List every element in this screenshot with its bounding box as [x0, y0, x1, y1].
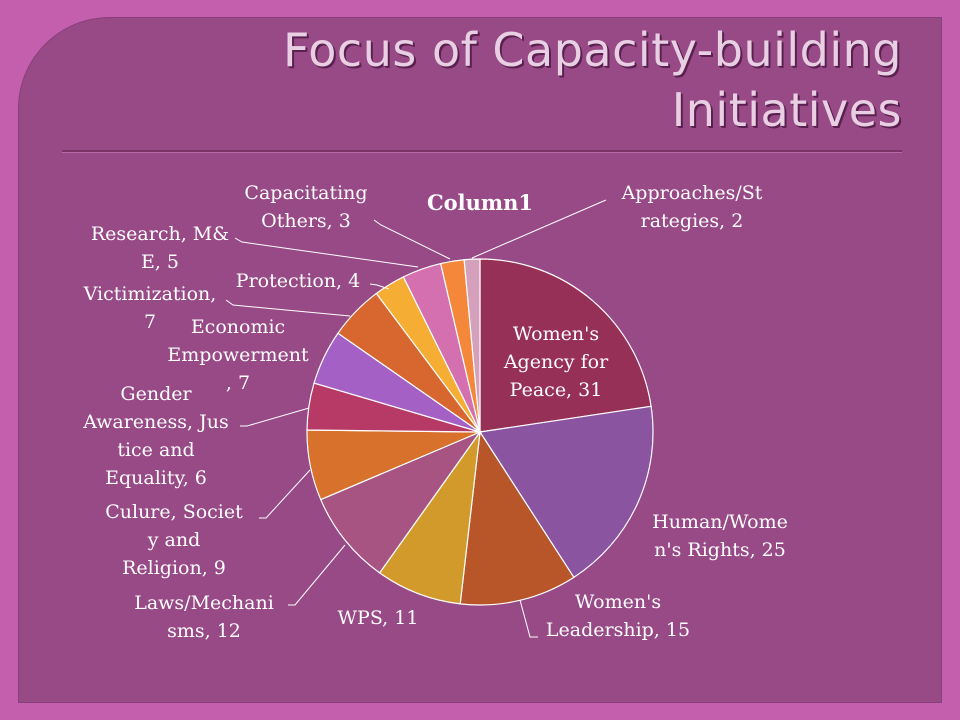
data-label: Laws/Mechani sms, 12	[134, 592, 274, 642]
slide-title-line-2: Initiatives	[671, 83, 902, 137]
data-label-line: Gender	[120, 383, 192, 405]
pie-slice	[479, 258, 652, 433]
pie-slice	[319, 430, 482, 574]
data-label: Culure, Societ y and Religion, 9	[105, 501, 243, 579]
data-label-line: Women's	[575, 591, 661, 613]
pie-slice	[478, 405, 654, 579]
leader-line	[373, 219, 451, 260]
data-label: Research, M& E, 5	[91, 223, 229, 273]
leader-line	[234, 237, 419, 268]
data-label: Approaches/St rategies, 2	[621, 182, 763, 232]
leader-line	[240, 407, 310, 427]
data-label-line: tice and	[117, 439, 194, 461]
data-label-line: Economic	[191, 316, 285, 338]
data-label-line: Empowerment	[167, 344, 309, 366]
data-label-line: y and	[147, 529, 201, 551]
data-label-line: , 7	[226, 372, 250, 394]
data-label-line: Capacitating	[244, 182, 367, 204]
data-label-line: Peace, 31	[510, 379, 603, 401]
data-label-line: Religion, 9	[122, 557, 226, 579]
data-label-line: Others, 3	[261, 210, 351, 232]
data-label: Economic Empowerment , 7	[167, 316, 309, 394]
data-label: WPS, 11	[338, 607, 419, 629]
data-label-line: Leadership, 15	[546, 619, 690, 641]
data-label-line: Human/Wome	[652, 511, 788, 533]
leader-line	[471, 199, 607, 259]
leader-line	[259, 469, 311, 519]
data-label: Women's Agency for Peace, 31	[503, 323, 609, 401]
data-label: Women's Leadership, 15	[546, 591, 690, 641]
chart-title: Column1	[427, 190, 533, 215]
data-label-line: WPS, 11	[338, 607, 419, 629]
data-label: Victimization, 7	[83, 283, 217, 333]
data-label-line: Culure, Societ	[105, 501, 243, 523]
data-label-line: Protection, 4	[236, 270, 360, 292]
data-label-line: Women's	[513, 323, 599, 345]
title-divider	[62, 150, 902, 152]
pie-slices	[306, 258, 654, 606]
leader-line	[225, 299, 351, 317]
leader-lines	[225, 199, 607, 638]
data-label-line: Research, M&	[91, 223, 229, 245]
data-label-line: Agency for	[503, 351, 609, 373]
data-label-line: 7	[144, 311, 156, 333]
data-label: Human/Wome n's Rights, 25	[652, 511, 788, 561]
data-label: Capacitating Others, 3	[244, 182, 367, 232]
leader-line	[519, 599, 538, 638]
data-label-line: Approaches/St	[621, 182, 763, 204]
data-label-line: rategies, 2	[641, 210, 744, 232]
data-label-line: E, 5	[141, 251, 179, 273]
leader-line	[288, 544, 346, 606]
data-label-line: Awareness, Jus	[82, 411, 228, 433]
data-label-line: n's Rights, 25	[654, 539, 786, 561]
data-label-line: Victimization,	[83, 283, 217, 305]
slide-title: Focus of Capacity-building Initiatives	[162, 20, 902, 140]
data-label: Protection, 4	[236, 270, 360, 292]
data-label-line: Equality, 6	[105, 467, 207, 489]
data-label: Gender Awareness, Jus tice and Equality, 6	[82, 383, 228, 489]
data-labels: Women's Agency for Peace, 31 Human/Wome n's …	[82, 182, 788, 642]
data-label-line: sms, 12	[167, 620, 241, 642]
leader-line	[369, 283, 390, 290]
slide-title-line-1: Focus of Capacity-building	[282, 23, 902, 77]
pie-slice	[459, 430, 575, 606]
pie-slice	[463, 258, 481, 433]
data-label-line: Laws/Mechani	[134, 592, 274, 614]
